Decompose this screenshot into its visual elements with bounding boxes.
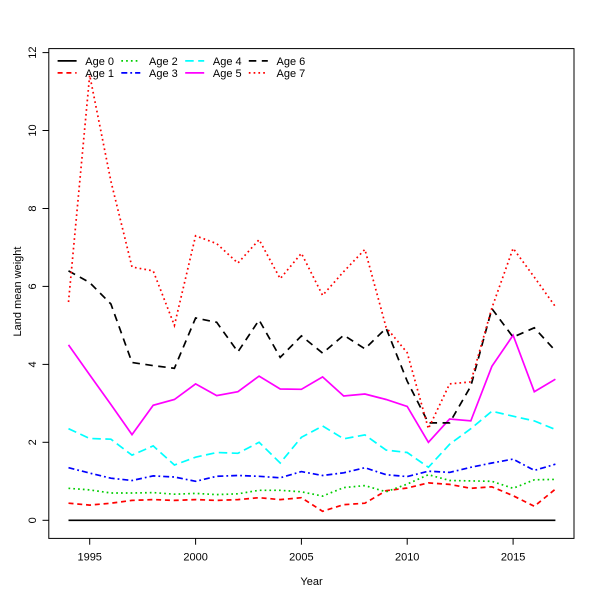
- svg-text:Age 1: Age 1: [85, 68, 114, 80]
- svg-text:1995: 1995: [77, 552, 101, 564]
- svg-text:Age 4: Age 4: [213, 56, 242, 68]
- svg-text:2010: 2010: [395, 552, 419, 564]
- svg-text:Age 6: Age 6: [277, 56, 306, 68]
- svg-text:2015: 2015: [501, 552, 525, 564]
- svg-text:Age 3: Age 3: [149, 68, 178, 80]
- svg-text:Land mean weight: Land mean weight: [12, 247, 24, 337]
- svg-text:Age 0: Age 0: [85, 56, 114, 68]
- svg-text:12: 12: [27, 46, 39, 58]
- svg-text:10: 10: [27, 124, 39, 136]
- svg-text:0: 0: [27, 517, 39, 523]
- svg-text:2000: 2000: [183, 552, 207, 564]
- svg-text:8: 8: [27, 205, 39, 211]
- svg-text:Year: Year: [300, 576, 323, 588]
- svg-text:2005: 2005: [289, 552, 313, 564]
- svg-text:6: 6: [27, 283, 39, 289]
- svg-text:4: 4: [27, 361, 39, 367]
- svg-text:2: 2: [27, 439, 39, 445]
- svg-text:Age 2: Age 2: [149, 56, 178, 68]
- svg-text:Age 5: Age 5: [213, 68, 242, 80]
- svg-text:Age 7: Age 7: [277, 68, 306, 80]
